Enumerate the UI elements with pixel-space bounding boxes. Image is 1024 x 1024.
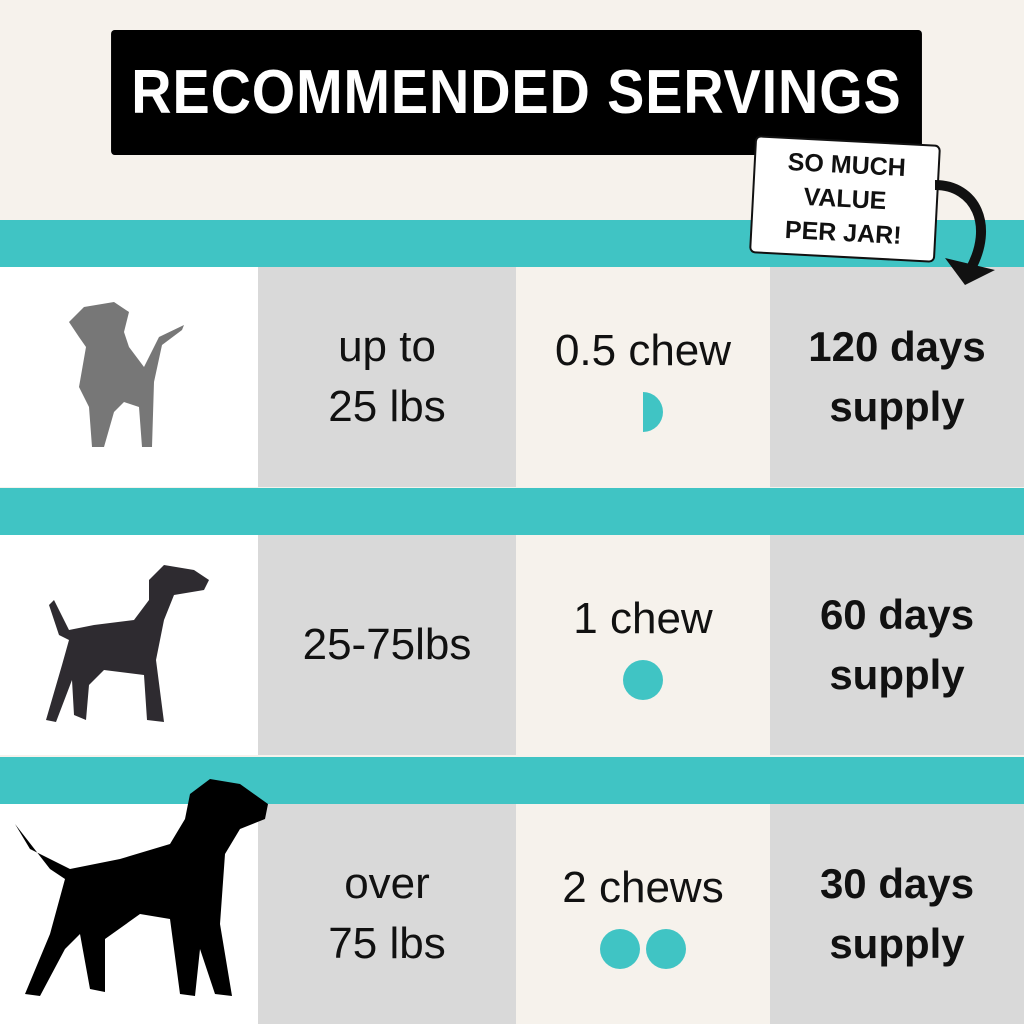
weight-text: up to bbox=[338, 322, 436, 371]
page-title: RECOMMENDED SERVINGS bbox=[111, 30, 922, 155]
weight-text: 75 lbs bbox=[328, 919, 446, 968]
divider-bar bbox=[0, 757, 1024, 804]
divider-bar bbox=[0, 488, 1024, 535]
supply-cell: 60 days supply bbox=[770, 535, 1024, 755]
supply-cell: 120 days supply bbox=[770, 267, 1024, 487]
weight-cell: 25-75lbs bbox=[258, 535, 516, 755]
medium-dog-icon bbox=[46, 565, 209, 722]
weight-text: 25-75lbs bbox=[302, 620, 472, 669]
weight-cell: over 75 lbs bbox=[258, 804, 516, 1024]
dose-text: 2 chews bbox=[562, 863, 724, 912]
chew-icon bbox=[600, 929, 640, 969]
serving-row: 25-75lbs 1 chew 60 days supply bbox=[0, 535, 1024, 755]
supply-text: 120 days bbox=[808, 323, 986, 370]
chew-icon bbox=[646, 929, 686, 969]
small-dog-icon bbox=[69, 302, 184, 447]
chew-icon bbox=[623, 660, 663, 700]
dose-cell: 2 chews bbox=[516, 804, 770, 1024]
sticker-line: PER JAR! bbox=[784, 215, 903, 250]
sticker-line: VALUE bbox=[802, 182, 888, 216]
dose-cell: 0.5 chew bbox=[516, 267, 770, 487]
curved-arrow-icon bbox=[934, 180, 995, 285]
weight-text: 25 lbs bbox=[328, 382, 446, 431]
supply-text: 30 days bbox=[819, 860, 975, 907]
value-sticker: SO MUCH VALUE PER JAR! bbox=[749, 135, 941, 263]
dog-cell bbox=[0, 535, 258, 755]
dog-cell bbox=[0, 267, 258, 487]
dose-text: 1 chew bbox=[573, 594, 713, 643]
supply-cell: 30 days supply bbox=[770, 804, 1024, 1024]
dog-cell bbox=[0, 779, 268, 1024]
half-chew-icon bbox=[643, 392, 663, 432]
supply-text: supply bbox=[829, 920, 965, 967]
large-dog-icon bbox=[15, 779, 268, 996]
weight-text: over bbox=[344, 859, 430, 908]
serving-row: over 75 lbs 2 chews 30 days supply bbox=[0, 779, 1024, 1024]
weight-cell: up to 25 lbs bbox=[258, 267, 516, 487]
dose-text: 0.5 chew bbox=[554, 326, 732, 375]
dose-cell: 1 chew bbox=[516, 535, 770, 755]
serving-row: up to 25 lbs 0.5 chew 120 days supply bbox=[0, 267, 1024, 487]
supply-text: supply bbox=[829, 651, 965, 698]
supply-text: supply bbox=[829, 383, 965, 430]
supply-text: 60 days bbox=[819, 591, 975, 638]
